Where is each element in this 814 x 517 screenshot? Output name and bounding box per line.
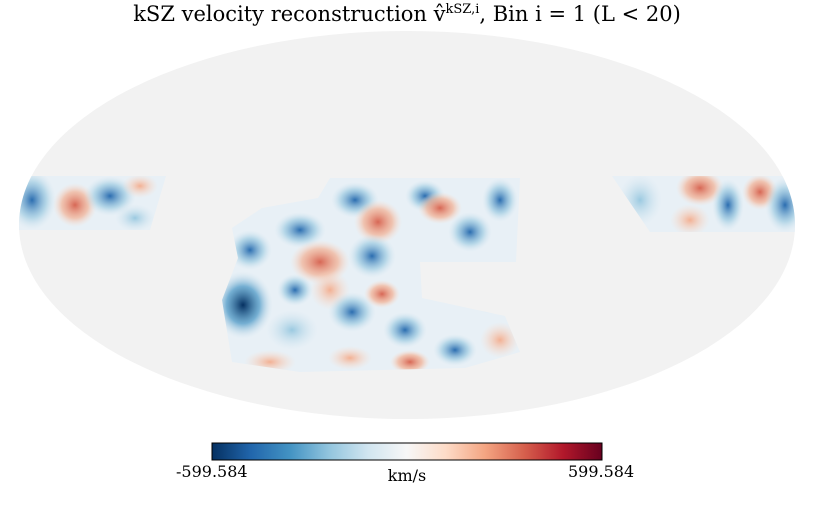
title-prefix: kSZ velocity reconstruction xyxy=(133,2,434,26)
colorbar xyxy=(211,442,603,461)
colorbar-min-label: -599.584 xyxy=(176,462,248,481)
title-symbol: v̂ xyxy=(433,2,446,26)
colorbar-unit-label: km/s xyxy=(387,466,427,485)
colorbar-max-label: 599.584 xyxy=(568,462,635,481)
title-suffix: , Bin i = 1 (L < 20) xyxy=(479,2,681,26)
map-title: kSZ velocity reconstruction v̂kSZ,i, Bin… xyxy=(0,2,814,26)
title-superscript: kSZ,i xyxy=(445,2,480,17)
